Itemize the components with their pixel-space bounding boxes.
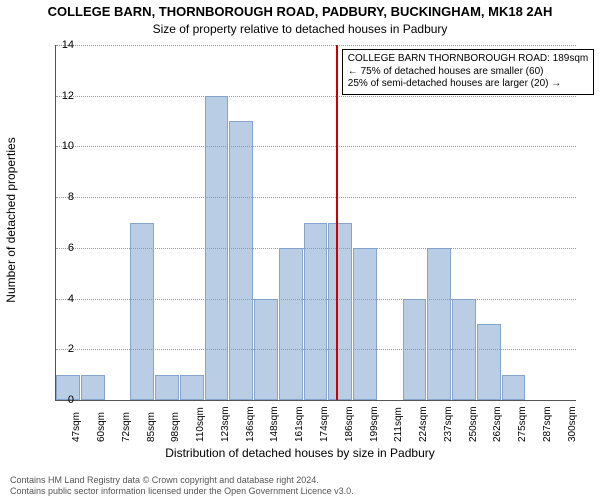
- x-tick-label: 47sqm: [71, 412, 82, 442]
- x-tick-label: 85sqm: [146, 412, 157, 442]
- x-tick-label: 287sqm: [542, 406, 553, 442]
- x-tick-label: 72sqm: [121, 412, 132, 442]
- x-tick-label: 98sqm: [170, 412, 181, 442]
- bar: [279, 248, 303, 400]
- x-tick-label: 224sqm: [418, 406, 429, 442]
- footer-line1: Contains HM Land Registry data © Crown c…: [10, 475, 590, 486]
- bar: [180, 375, 204, 400]
- gridline: [56, 299, 576, 300]
- footer-line2: Contains public sector information licen…: [10, 486, 590, 497]
- annotation-box: COLLEGE BARN THORNBOROUGH ROAD: 189sqm ←…: [342, 49, 594, 95]
- gridline: [56, 248, 576, 249]
- bar: [502, 375, 526, 400]
- x-axis-label: Distribution of detached houses by size …: [0, 446, 600, 460]
- gridline: [56, 45, 576, 46]
- x-tick-label: 136sqm: [245, 406, 256, 442]
- y-tick-label: 14: [44, 39, 74, 51]
- x-tick-label: 199sqm: [369, 406, 380, 442]
- x-tick-label: 161sqm: [294, 406, 305, 442]
- gridline: [56, 146, 576, 147]
- bar: [477, 324, 501, 400]
- annotation-line1: COLLEGE BARN THORNBOROUGH ROAD: 189sqm: [348, 53, 588, 66]
- x-tick-label: 275sqm: [517, 406, 528, 442]
- y-tick-label: 6: [44, 242, 74, 254]
- y-tick-label: 8: [44, 191, 74, 203]
- x-tick-label: 211sqm: [393, 407, 404, 442]
- bar: [130, 223, 154, 401]
- x-tick-label: 300sqm: [567, 406, 578, 442]
- gridline: [56, 349, 576, 350]
- x-tick-label: 237sqm: [443, 406, 454, 442]
- chart-subtitle: Size of property relative to detached ho…: [0, 22, 600, 36]
- footer: Contains HM Land Registry data © Crown c…: [10, 475, 590, 498]
- bar: [353, 248, 377, 400]
- y-tick-label: 12: [44, 90, 74, 102]
- x-tick-label: 262sqm: [492, 406, 503, 442]
- y-tick-label: 4: [44, 293, 74, 305]
- y-tick-label: 10: [44, 140, 74, 152]
- chart-container: COLLEGE BARN, THORNBOROUGH ROAD, PADBURY…: [0, 0, 600, 500]
- x-tick-label: 148sqm: [269, 406, 280, 442]
- bar: [328, 223, 352, 401]
- annotation-line3: 25% of semi-detached houses are larger (…: [348, 78, 588, 91]
- x-tick-label: 174sqm: [319, 406, 330, 442]
- bar: [155, 375, 179, 400]
- annotation-line2: ← 75% of detached houses are smaller (60…: [348, 66, 588, 79]
- bar: [304, 223, 328, 401]
- gridline: [56, 96, 576, 97]
- y-axis-label: Number of detached properties: [4, 137, 18, 302]
- chart-title: COLLEGE BARN, THORNBOROUGH ROAD, PADBURY…: [0, 4, 600, 19]
- y-tick-label: 0: [44, 394, 74, 406]
- bar: [81, 375, 105, 400]
- gridline: [56, 197, 576, 198]
- x-tick-label: 186sqm: [344, 406, 355, 442]
- bar: [229, 121, 253, 400]
- y-tick-label: 2: [44, 343, 74, 355]
- bar: [427, 248, 451, 400]
- x-tick-label: 110sqm: [195, 407, 206, 442]
- x-tick-label: 250sqm: [468, 406, 479, 442]
- x-tick-label: 123sqm: [220, 406, 231, 442]
- x-tick-label: 60sqm: [96, 412, 107, 442]
- plot-area: COLLEGE BARN THORNBOROUGH ROAD: 189sqm ←…: [55, 45, 576, 401]
- bars-layer: [56, 45, 576, 400]
- reference-line: [336, 45, 338, 400]
